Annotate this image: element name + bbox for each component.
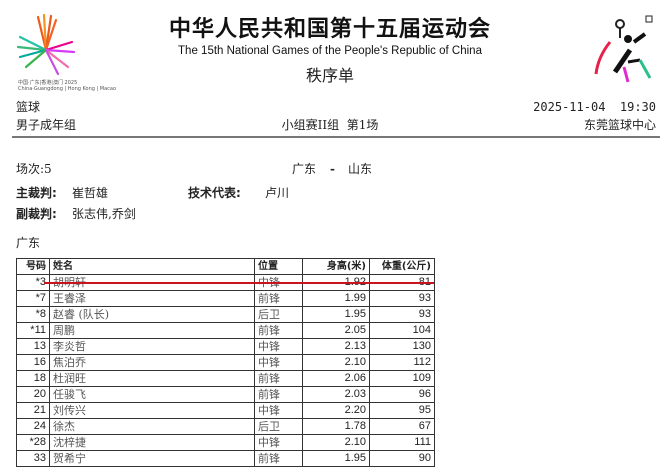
player-position: 前锋 [254,450,303,467]
player-position: 前锋 [254,386,303,403]
tech-delegate: 卢川 [265,186,290,200]
player-name: 任骏飞 [49,386,255,403]
player-height: 1.78 [302,418,370,435]
logo-text-line: 中国·广东|香港|澳门 2025 [18,80,78,86]
player-height: 2.20 [302,402,370,419]
player-weight: 111 [369,434,435,451]
player-name: 沈梓捷 [49,434,255,451]
document-type: 秩序单 [305,66,354,85]
player-name: 王睿泽 [49,290,255,307]
round: 小组赛II组 第1场 [281,118,379,132]
col-name: 姓名 [49,258,255,275]
player-number: *7 [16,290,50,307]
divider [12,136,660,138]
player-height: 2.06 [302,370,370,387]
player-weight: 95 [369,402,435,419]
away-team: 山东 [348,162,373,176]
player-number: 24 [16,418,50,435]
player-position: 中锋 [254,402,303,419]
player-name: 赵睿 (队长) [49,306,255,323]
table-row: 21 刘传兴 中锋 2.20 95 [16,402,435,419]
player-number: *11 [16,322,50,339]
player-number: 20 [16,386,50,403]
table-row: 24 徐杰 后卫 1.78 67 [16,418,435,435]
player-number: 16 [16,354,50,371]
venue: 东莞篮球中心 [583,118,656,132]
player-name: 徐杰 [49,418,255,435]
table-row: 16 焦泊乔 中锋 2.10 112 [16,354,435,371]
referee-label: 主裁判: [16,186,57,200]
basketball-pictogram [594,15,653,83]
vs-separator: - [330,162,335,176]
sport: 篮球 [16,100,41,114]
player-weight: 93 [369,290,435,307]
table-row: 33 贺希宁 前锋 1.95 90 [16,450,435,467]
player-number: 21 [16,402,50,419]
logo-text: 中国·广东|香港|澳门 2025 China·Guangdong | Hong K… [18,80,116,92]
player-position: 中锋 [254,338,303,355]
player-weight: 109 [369,370,435,387]
player-name: 贺希宁 [49,450,255,467]
player-weight: 112 [369,354,435,371]
player-height: 2.10 [302,354,370,371]
player-weight: 104 [369,322,435,339]
player-height: 2.03 [302,386,370,403]
player-number: 18 [16,370,50,387]
table-row: 18 杜润旺 前锋 2.06 109 [16,370,435,387]
table-row: *8 赵睿 (队长) 后卫 1.95 93 [16,306,435,323]
table-header: 号码 姓名 位置 身高(米) 体重(公斤) [16,258,435,275]
player-position: 中锋 [254,354,303,371]
match-datetime: 2025-11-04 19:30 [533,100,656,114]
referee: 崔哲雄 [72,186,109,200]
player-position: 前锋 [254,290,303,307]
logo-subtext-line: China·Guangdong | Hong Kong | Macao [18,86,117,92]
player-weight: 96 [369,386,435,403]
table-row: 13 李炎哲 中锋 2.13 130 [16,338,435,355]
national-games-logo [16,13,76,76]
player-height: 2.05 [302,322,370,339]
player-position: 后卫 [254,306,303,323]
col-height: 身高(米) [302,258,370,275]
player-number: *8 [16,306,50,323]
table-row: *11 周鹏 前锋 2.05 104 [16,322,435,339]
player-height: 1.95 [302,450,370,467]
table-row: *28 沈梓捷 中锋 2.10 111 [16,434,435,451]
player-height: 2.10 [302,434,370,451]
player-name: 杜润旺 [49,370,255,387]
player-position: 后卫 [254,418,303,435]
home-team: 广东 [292,162,317,176]
col-weight: 体重(公斤) [369,258,435,275]
tech-delegate-label: 技术代表: [188,186,241,200]
player-number: 13 [16,338,50,355]
player-height: 2.13 [302,338,370,355]
match-number: 场次:5 [16,162,52,176]
player-number: 33 [16,450,50,467]
event-title: 中华人民共和国第十五届运动会 [168,17,491,42]
team-name: 广东 [16,236,41,250]
player-position: 中锋 [254,434,303,451]
player-weight: 90 [369,450,435,467]
assistant-referees: 张志伟,乔剑 [72,207,136,221]
player-position: 前锋 [254,370,303,387]
highlight-underline [44,282,434,284]
event-subtitle: The 15th National Games of the People's … [178,45,482,57]
col-number: 号码 [16,258,50,275]
col-position: 位置 [254,258,303,275]
player-name: 周鹏 [49,322,255,339]
player-weight: 93 [369,306,435,323]
table-row: 20 任骏飞 前锋 2.03 96 [16,386,435,403]
player-weight: 67 [369,418,435,435]
player-weight: 130 [369,338,435,355]
table-row: *7 王睿泽 前锋 1.99 93 [16,290,435,307]
player-name: 焦泊乔 [49,354,255,371]
player-height: 1.99 [302,290,370,307]
player-name: 李炎哲 [49,338,255,355]
player-name: 刘传兴 [49,402,255,419]
roster-table: 号码 姓名 位置 身高(米) 体重(公斤) *3胡明轩中锋1.9281*7王睿泽… [16,258,435,467]
player-height: 1.95 [302,306,370,323]
player-position: 前锋 [254,322,303,339]
age-group: 男子成年组 [16,118,77,132]
player-number: *28 [16,434,50,451]
assistant-referee-label: 副裁判: [16,207,57,221]
